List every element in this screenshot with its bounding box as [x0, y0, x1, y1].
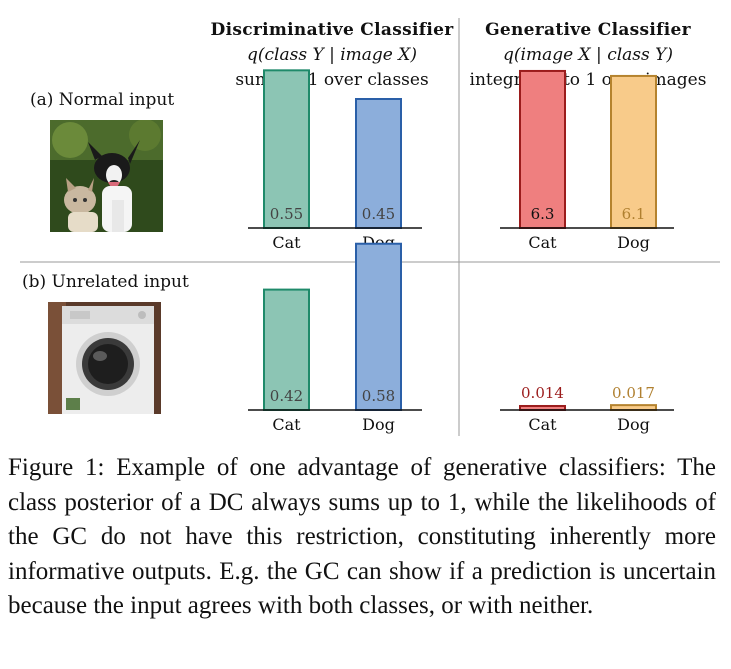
gc-title: Generative Classifier	[485, 20, 691, 40]
data-label-cat: 6.3	[531, 205, 555, 223]
category-label-cat: Cat	[528, 415, 557, 434]
cat-and-dog-photo-icon	[50, 120, 163, 232]
bar-cat	[263, 288, 310, 412]
panel-b-generative: 0.014 Cat 0.017 Dog	[500, 384, 674, 434]
bar-dog	[610, 74, 657, 229]
figure-caption: Figure 1: Example of one advantage of ge…	[8, 454, 716, 619]
data-label-cat: 0.42	[270, 387, 303, 405]
data-label-cat: 0.014	[521, 384, 564, 402]
panel-a-generative: 6.3 Cat 6.1 Dog	[500, 69, 674, 252]
bar-dog	[355, 242, 402, 411]
data-label-cat: 0.55	[270, 205, 303, 223]
category-label-cat: Cat	[272, 233, 301, 252]
row-b-label: (b) Unrelated input	[22, 272, 189, 292]
category-label-dog: Dog	[362, 415, 395, 434]
bar-cat	[519, 69, 566, 229]
washing-machine-photo-icon	[48, 302, 161, 414]
category-label-cat: Cat	[528, 233, 557, 252]
panel-b-discriminative: 0.42 Cat 0.58 Dog	[248, 242, 422, 434]
figure: Discriminative Classifier q(class Y | im…	[20, 18, 720, 436]
row-a-label: (a) Normal input	[30, 90, 175, 110]
data-label-dog: 0.58	[362, 387, 395, 405]
data-label-dog: 6.1	[622, 205, 646, 223]
data-label-dog: 0.017	[612, 384, 655, 402]
gc-formula: q(image X | class Y)	[503, 45, 673, 65]
category-label-cat: Cat	[272, 415, 301, 434]
bar-cat	[263, 69, 310, 230]
bar-dog	[355, 98, 402, 229]
dc-title: Discriminative Classifier	[210, 20, 454, 40]
category-label-dog: Dog	[617, 233, 650, 252]
bar-charts: 0.55 Cat 0.45 Dog 6.3 Cat 6.1 Dog 0.42 Cat 0.58 Dog…	[20, 18, 720, 436]
category-label-dog: Dog	[617, 415, 650, 434]
dc-formula: q(class Y | image X)	[247, 45, 417, 65]
data-label-dog: 0.45	[362, 205, 395, 223]
